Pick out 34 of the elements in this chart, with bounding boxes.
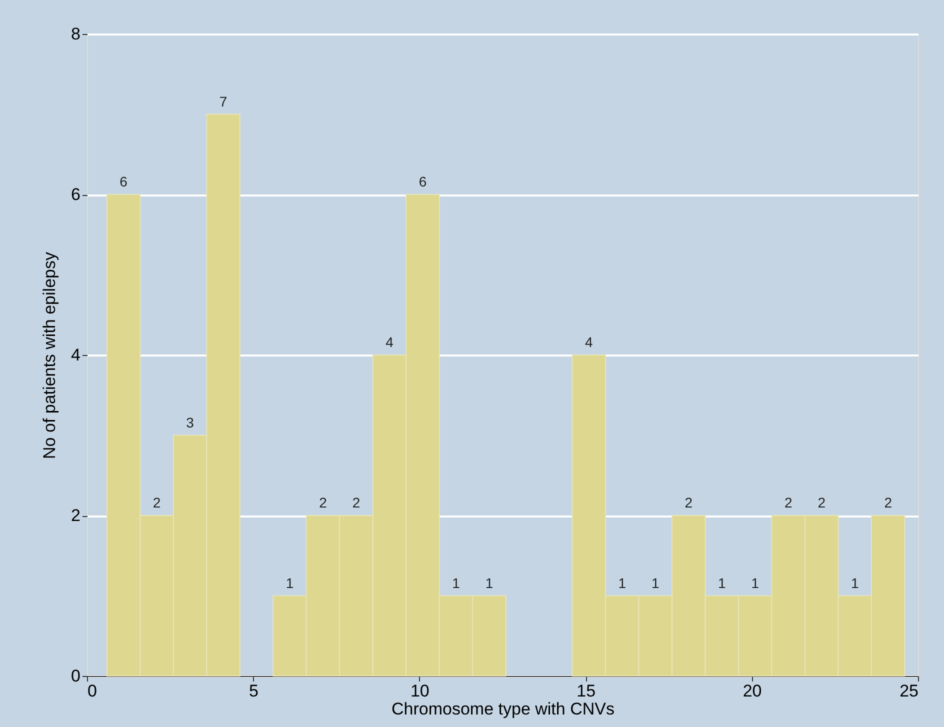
data-label: 2 (784, 494, 792, 510)
x-axis-title: Chromosome type with CNVs (392, 700, 614, 718)
x-tick-label: 10 (410, 682, 430, 700)
data-label: 6 (120, 174, 128, 190)
data-label: 6 (418, 174, 427, 190)
x-tick-label: 5 (248, 682, 258, 700)
data-label: 2 (818, 494, 826, 510)
data-label: 1 (485, 574, 494, 591)
x-tick-label: 0 (88, 682, 97, 700)
x-tick-label: 20 (742, 682, 762, 700)
data-label: 1 (718, 574, 726, 591)
x-tick-label: 15 (576, 682, 596, 700)
data-label: 1 (618, 574, 626, 591)
y-tick-label: 4 (71, 346, 80, 364)
data-label: 1 (751, 574, 760, 591)
data-label: 1 (850, 574, 859, 591)
x-tick-label: 25 (900, 682, 918, 700)
data-label: 2 (352, 494, 360, 510)
data-label: 2 (319, 494, 328, 510)
data-label: 1 (452, 574, 460, 591)
data-label: 2 (684, 494, 693, 510)
y-tick-label: 8 (71, 24, 80, 44)
data-label: 7 (219, 93, 228, 110)
y-tick-label: 6 (71, 185, 80, 204)
data-label: 2 (152, 494, 161, 510)
data-label: 4 (585, 334, 594, 350)
y-axis-title: No of patients with epilepsy (40, 252, 60, 459)
data-label: 4 (386, 334, 394, 350)
data-label: 1 (286, 574, 294, 591)
data-label: 1 (652, 574, 660, 591)
y-tick-label: 0 (71, 666, 80, 686)
data-label: 2 (884, 494, 892, 510)
y-tick-label: 2 (71, 506, 80, 525)
data-label: 3 (186, 414, 194, 430)
